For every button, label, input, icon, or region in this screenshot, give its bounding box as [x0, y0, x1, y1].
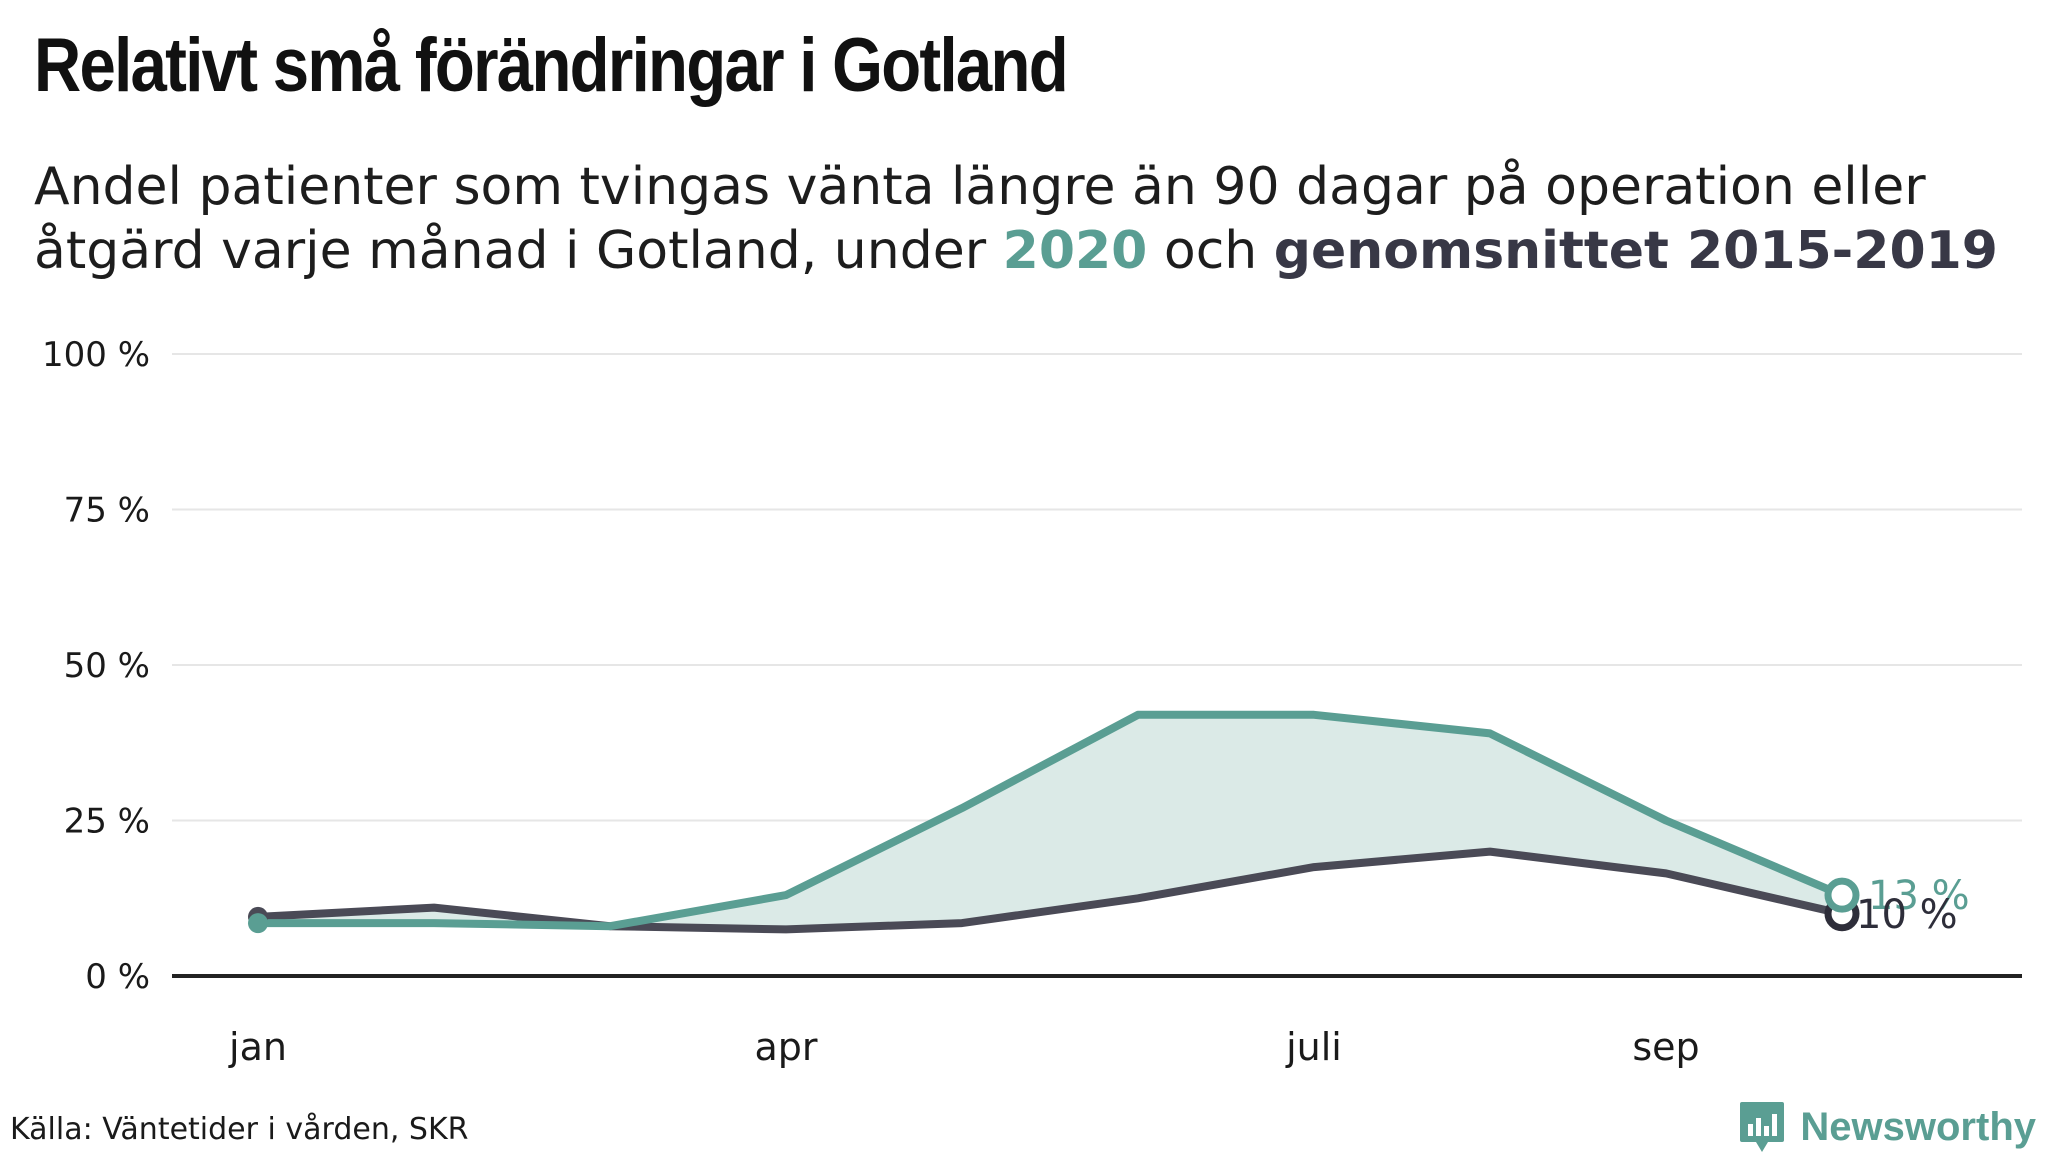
y-axis-ticks: 0 % 25 % 50 % 75 % 100 %: [42, 335, 150, 997]
subtitle-text: Andel patienter som tvingas vänta längre…: [34, 157, 1926, 281]
start-marker-2020: [248, 913, 268, 934]
brand-name: Newsworthy: [1800, 1104, 2036, 1149]
end-labels: 13 %10 %: [1856, 873, 1970, 938]
end-label-average: 10 %: [1856, 892, 1958, 938]
y-tick-label: 100 %: [42, 335, 150, 375]
series-markers: [248, 877, 1860, 934]
x-tick-label: apr: [754, 1025, 817, 1069]
y-tick-label: 0 %: [85, 957, 150, 997]
subtitle-legend-average: genomsnittet 2015-2019: [1273, 221, 1998, 281]
end-marker-2020: [1824, 877, 1860, 913]
x-tick-label: juli: [1285, 1025, 1342, 1069]
series-line-2020: [254, 710, 1846, 931]
y-tick-label: 25 %: [64, 802, 150, 842]
newsworthy-logo-icon: [1740, 1102, 1785, 1152]
x-axis-ticks: jan apr juli sep: [228, 1025, 1700, 1069]
subtitle-text-and: och: [1147, 221, 1274, 281]
chart-subtitle: Andel patienter som tvingas vänta längre…: [34, 155, 2034, 283]
gridlines: [172, 353, 2022, 822]
end-label-2020: 13 %: [1868, 873, 1970, 919]
brand-logo: Newsworthy: [1738, 1100, 2036, 1154]
y-tick-label: 75 %: [64, 491, 150, 531]
x-tick-label: sep: [1632, 1025, 1699, 1069]
x-tick-label: jan: [228, 1025, 287, 1069]
y-tick-label: 50 %: [64, 646, 150, 686]
series-line-average: [254, 847, 1846, 934]
chart-title: Relativt små förändringar i Gotland: [34, 23, 1069, 108]
difference-area: [258, 714, 1842, 930]
subtitle-legend-2020: 2020: [1002, 221, 1148, 281]
source-note: Källa: Väntetider i vården, SKR: [10, 1112, 469, 1147]
